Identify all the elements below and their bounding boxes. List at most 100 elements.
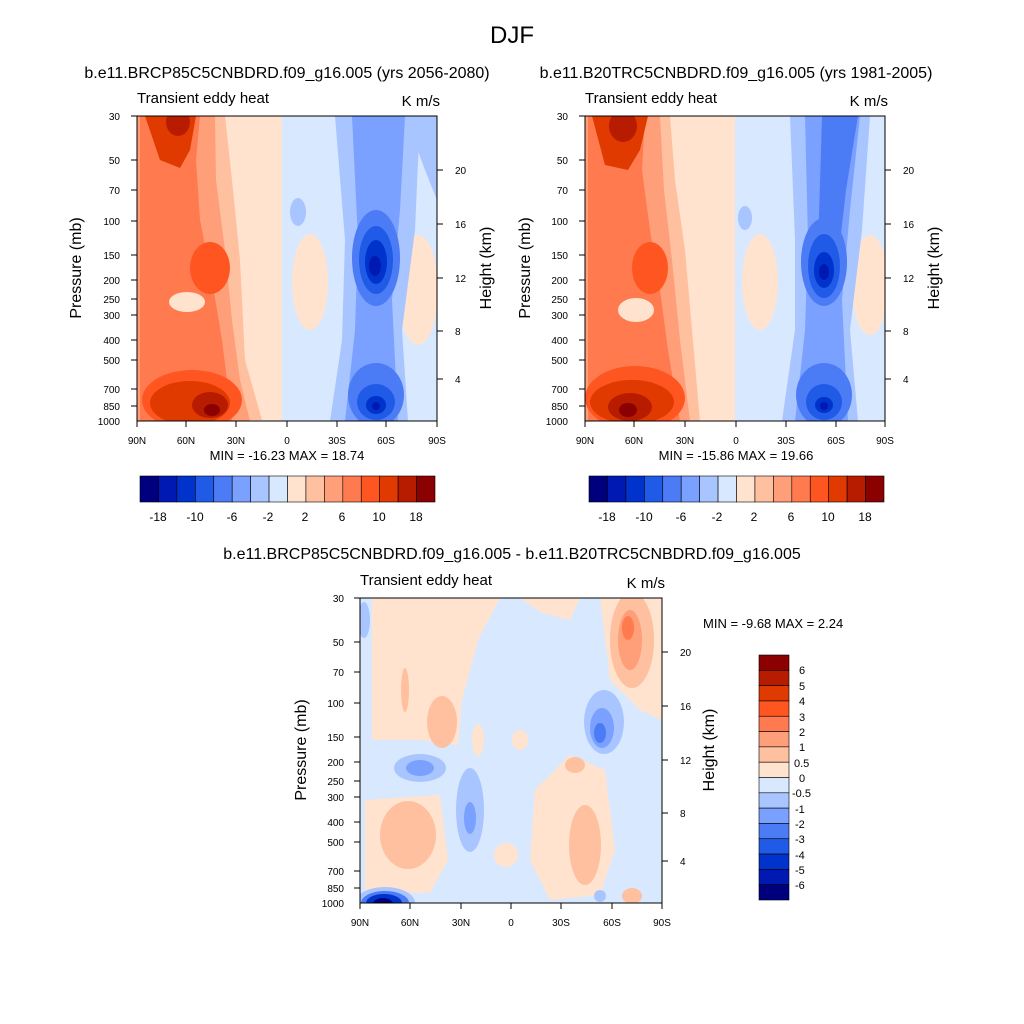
x-tick-label: 30N [452, 918, 470, 929]
y-tick-label: 700 [103, 385, 120, 396]
colorbar-label: -4 [795, 850, 805, 862]
x-tick-label: 90S [428, 436, 446, 447]
colorbar-label: 10 [372, 510, 386, 524]
colorbar-swatch [758, 853, 790, 870]
x-tick-label: 90S [876, 436, 894, 447]
y-tick-label: 70 [557, 186, 569, 197]
colorbar-label: 3 [799, 712, 805, 724]
y-right-tick-label: 8 [903, 327, 909, 338]
y-tick-label: 30 [109, 112, 121, 123]
colorbar-label: -1 [795, 804, 805, 816]
colorbar-swatch [699, 475, 719, 503]
panel-difference-right-subtitle: K m/s [627, 575, 665, 592]
y-tick-label: 700 [327, 867, 344, 878]
y-tick-label: 100 [103, 217, 120, 228]
colorbar-label: 2 [751, 510, 758, 524]
colorbar-swatch [773, 475, 793, 503]
colorbar-label: -2 [263, 510, 274, 524]
colorbar-swatch [305, 475, 325, 503]
colorbar-swatch [754, 475, 774, 503]
colorbar-swatch [625, 475, 645, 503]
colorbar-label: 2 [799, 727, 805, 739]
x-tick-label: 30S [328, 436, 346, 447]
y-tick-label: 100 [551, 217, 568, 228]
colorbar-swatch [662, 475, 682, 503]
colorbar-swatch [324, 475, 344, 503]
panel-future-left-subtitle: Transient eddy heat [137, 90, 270, 107]
y-tick-label: 70 [109, 186, 121, 197]
colorbar-label: 10 [821, 510, 835, 524]
panel-difference-colorbar: 6 5 4 3 2 1 0.5 0 -0.5 -1 -2 -3 -4 -5 -6 [758, 654, 811, 901]
panel-future-y-axis-right: 20 16 12 8 4 Height (km) [437, 166, 495, 386]
colorbar-label: 4 [799, 696, 805, 708]
colorbar-swatch [758, 746, 790, 763]
y-right-tick-label: 16 [903, 220, 915, 231]
x-tick-label: 0 [284, 436, 290, 447]
y-tick-label: 300 [327, 793, 344, 804]
y-tick-label: 400 [551, 336, 568, 347]
x-tick-label: 90N [576, 436, 594, 447]
panel-historical: b.e11.B20TRC5CNBDRD.f09_g16.005 (yrs 198… [517, 65, 943, 524]
colorbar-label: -5 [795, 865, 805, 877]
colorbar-swatch [758, 869, 790, 885]
y-right-tick-label: 16 [680, 702, 692, 713]
y-right-tick-label: 8 [455, 327, 461, 338]
colorbar-label: 6 [788, 510, 795, 524]
colorbar-swatch [758, 777, 790, 794]
y-right-tick-label: 12 [680, 756, 692, 767]
y-tick-label: 200 [327, 758, 344, 769]
y-tick-label: 250 [551, 295, 568, 306]
panel-historical-right-subtitle: K m/s [850, 93, 888, 110]
x-tick-label: 30N [227, 436, 245, 447]
colorbar-label: 0.5 [794, 758, 809, 770]
y-tick-label: 100 [327, 699, 344, 710]
y-right-tick-label: 4 [903, 375, 909, 386]
colorbar-label: 18 [409, 510, 423, 524]
colorbar-swatch [250, 475, 270, 503]
x-tick-label: 60S [377, 436, 395, 447]
y-axis-label: Pressure (mb) [517, 217, 534, 318]
panel-difference-y-axis: 30 50 70 100 150 200 250 300 400 500 700… [293, 594, 360, 910]
x-tick-label: 60N [177, 436, 195, 447]
y-tick-label: 500 [327, 838, 344, 849]
x-tick-label: 0 [733, 436, 739, 447]
colorbar-swatch [865, 475, 885, 503]
colorbar-label: -3 [795, 834, 805, 846]
y-tick-label: 50 [557, 156, 569, 167]
y-right-tick-label: 4 [455, 375, 461, 386]
colorbar-swatch [846, 475, 866, 503]
panel-future-x-axis: 90N 60N 30N 0 30S 60S 90S [128, 421, 446, 447]
colorbar-swatch [758, 838, 790, 855]
colorbar-label: 18 [858, 510, 872, 524]
y-axis-label: Pressure (mb) [293, 699, 310, 800]
page-title: DJF [490, 22, 534, 49]
colorbar-swatch [360, 475, 380, 503]
panel-difference-title: b.e11.BRCP85C5CNBDRD.f09_g16.005 - b.e11… [223, 546, 801, 563]
colorbar-swatch [139, 475, 159, 503]
colorbar-swatch [758, 792, 790, 809]
colorbar-swatch [158, 475, 178, 503]
colorbar-label: 6 [339, 510, 346, 524]
colorbar-label: 2 [302, 510, 309, 524]
colorbar-label: 5 [799, 681, 805, 693]
y-tick-label: 50 [333, 638, 345, 649]
colorbar-label: -10 [635, 510, 653, 524]
colorbar-label: 0 [799, 773, 805, 785]
colorbar-swatch [268, 475, 288, 503]
panel-historical-x-axis: 90N 60N 30N 0 30S 60S 90S [576, 421, 894, 447]
colorbar-swatch [680, 475, 700, 503]
x-tick-label: 90N [351, 918, 369, 929]
panel-historical-minmax: MIN = -15.86 MAX = 19.66 [659, 448, 814, 463]
panel-historical-y-axis: 30 50 70 100 150 200 250 300 400 500 700… [517, 112, 585, 428]
colorbar-swatch [758, 807, 790, 824]
panel-future-minmax: MIN = -16.23 MAX = 18.74 [210, 448, 365, 463]
panel-future-y-axis: 30 50 70 100 150 200 250 300 400 500 700… [68, 112, 137, 428]
colorbar-swatch [758, 761, 790, 778]
panel-future: b.e11.BRCP85C5CNBDRD.f09_g16.005 (yrs 20… [68, 65, 495, 524]
x-tick-label: 0 [508, 918, 514, 929]
y-tick-label: 150 [327, 733, 344, 744]
colorbar-swatch [758, 670, 790, 686]
colorbar-swatch [213, 475, 233, 503]
y-tick-label: 500 [551, 356, 568, 367]
